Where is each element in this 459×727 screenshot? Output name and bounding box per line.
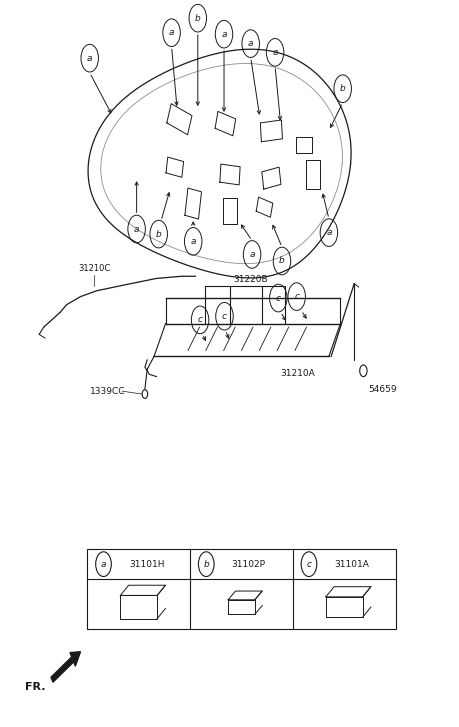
Text: 31220B: 31220B (233, 275, 268, 284)
Text: 31210C: 31210C (78, 264, 110, 273)
Text: a: a (134, 225, 139, 233)
Text: a: a (190, 237, 196, 246)
Text: c: c (306, 560, 311, 569)
Text: a: a (272, 48, 277, 57)
FancyArrow shape (51, 651, 80, 682)
Text: FR.: FR. (25, 682, 46, 692)
Text: a: a (249, 250, 254, 259)
Text: 31101H: 31101H (129, 560, 164, 569)
Text: b: b (339, 84, 345, 93)
Text: b: b (203, 560, 209, 569)
Text: 54659: 54659 (367, 385, 396, 394)
Text: a: a (247, 39, 253, 48)
Text: 31102P: 31102P (231, 560, 265, 569)
Text: b: b (156, 230, 161, 238)
Text: c: c (197, 316, 202, 324)
Bar (87, 549, 395, 629)
Text: a: a (325, 228, 331, 237)
Text: 31210A: 31210A (280, 369, 315, 378)
Text: a: a (221, 30, 226, 39)
Text: c: c (294, 292, 298, 301)
Text: c: c (222, 312, 226, 321)
Text: c: c (275, 294, 280, 302)
Text: b: b (279, 257, 284, 265)
Text: a: a (87, 54, 92, 63)
Text: 1339CC: 1339CC (90, 387, 125, 395)
Text: a: a (101, 560, 106, 569)
Text: a: a (168, 28, 174, 37)
Text: b: b (195, 14, 200, 23)
Text: 31101A: 31101A (334, 560, 368, 569)
